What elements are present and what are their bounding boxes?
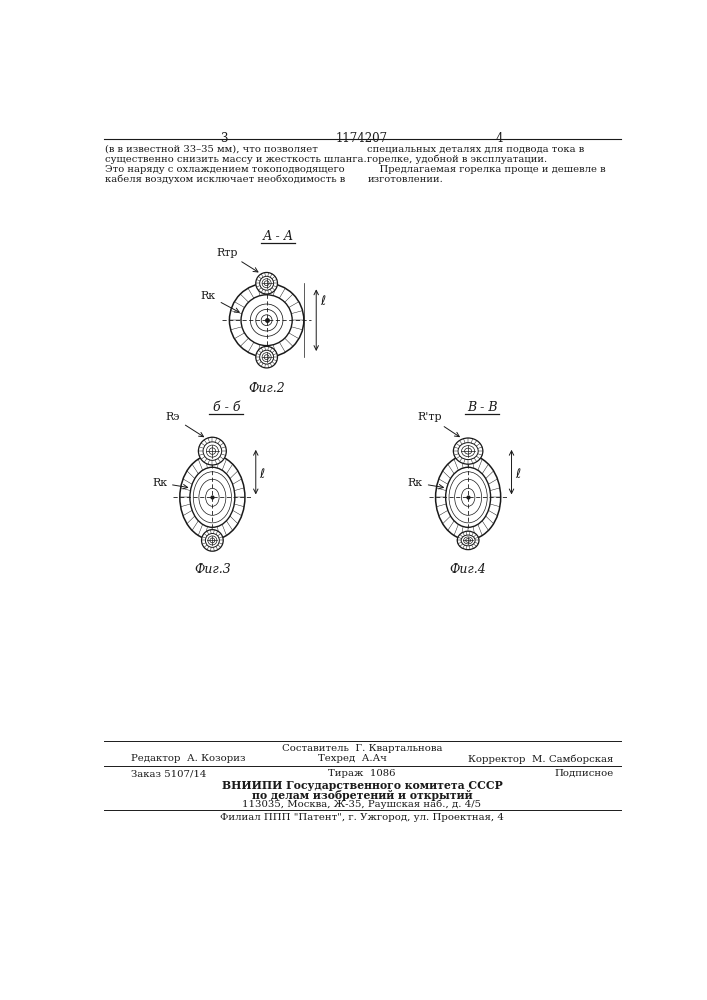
Text: В - В: В - В bbox=[467, 401, 497, 414]
Ellipse shape bbox=[445, 467, 491, 527]
Circle shape bbox=[241, 295, 292, 346]
Circle shape bbox=[256, 272, 277, 294]
Text: Техред  А.Ач: Техред А.Ач bbox=[317, 754, 387, 763]
Ellipse shape bbox=[453, 438, 483, 464]
Text: по делам изобретений и открытий: по делам изобретений и открытий bbox=[252, 790, 472, 801]
Circle shape bbox=[259, 350, 274, 364]
Text: Предлагаемая горелка проще и дешевле в: Предлагаемая горелка проще и дешевле в bbox=[368, 165, 606, 174]
Text: изготовлении.: изготовлении. bbox=[368, 175, 443, 184]
Circle shape bbox=[256, 346, 277, 368]
Text: Фиг.2: Фиг.2 bbox=[248, 382, 285, 395]
Circle shape bbox=[199, 437, 226, 465]
Circle shape bbox=[206, 533, 219, 547]
Text: ВНИИПИ Государственного комитета СССР: ВНИИПИ Государственного комитета СССР bbox=[221, 780, 503, 791]
Text: 4: 4 bbox=[496, 132, 503, 145]
Text: Rэ: Rэ bbox=[166, 412, 204, 437]
Text: горелке, удобной в эксплуатации.: горелке, удобной в эксплуатации. bbox=[368, 155, 547, 164]
Circle shape bbox=[259, 276, 274, 290]
Ellipse shape bbox=[458, 443, 478, 460]
Text: Rк: Rк bbox=[408, 478, 443, 489]
Text: Корректор  М. Самборская: Корректор М. Самборская bbox=[468, 754, 614, 764]
Ellipse shape bbox=[190, 467, 235, 527]
Text: б - б: б - б bbox=[213, 401, 240, 414]
Text: Rк: Rк bbox=[201, 291, 239, 312]
Ellipse shape bbox=[461, 535, 475, 546]
Text: специальных деталях для подвода тока в: специальных деталях для подвода тока в bbox=[368, 145, 585, 154]
Text: 113035, Москва, Ж-35, Раушская наб., д. 4/5: 113035, Москва, Ж-35, Раушская наб., д. … bbox=[243, 800, 481, 809]
Text: А - А: А - А bbox=[262, 230, 294, 243]
Text: Rтр: Rтр bbox=[216, 248, 258, 272]
Text: (в в известной 33–35 мм), что позволяет: (в в известной 33–35 мм), что позволяет bbox=[105, 145, 318, 154]
Text: Фиг.3: Фиг.3 bbox=[194, 563, 230, 576]
Ellipse shape bbox=[436, 455, 501, 540]
Text: кабеля воздухом исключает необходимость в: кабеля воздухом исключает необходимость … bbox=[105, 175, 346, 184]
Ellipse shape bbox=[180, 455, 245, 540]
Text: ℓ: ℓ bbox=[259, 468, 265, 481]
Ellipse shape bbox=[457, 531, 479, 550]
Text: Фиг.4: Фиг.4 bbox=[450, 563, 486, 576]
Circle shape bbox=[201, 530, 223, 551]
Text: Редактор  А. Козориз: Редактор А. Козориз bbox=[131, 754, 245, 763]
Text: Тираж  1086: Тираж 1086 bbox=[328, 769, 396, 778]
Text: ℓ: ℓ bbox=[515, 468, 520, 481]
Text: 1174207: 1174207 bbox=[336, 132, 388, 145]
Text: Заказ 5107/14: Заказ 5107/14 bbox=[131, 769, 206, 778]
Text: существенно снизить массу и жесткость шланга.: существенно снизить массу и жесткость шл… bbox=[105, 155, 367, 164]
Circle shape bbox=[230, 283, 304, 357]
Text: Это наряду с охлаждением токоподводящего: Это наряду с охлаждением токоподводящего bbox=[105, 165, 345, 174]
Text: Составитель  Г. Квартальнова: Составитель Г. Квартальнова bbox=[281, 744, 442, 753]
Text: 3: 3 bbox=[221, 132, 228, 145]
Text: Филиал ППП "Патент", г. Ужгород, ул. Проектная, 4: Филиал ППП "Патент", г. Ужгород, ул. Про… bbox=[220, 813, 504, 822]
Text: Подписное: Подписное bbox=[555, 769, 614, 778]
Text: Rк: Rк bbox=[152, 478, 187, 489]
Text: ℓ: ℓ bbox=[320, 295, 325, 308]
Circle shape bbox=[203, 442, 222, 460]
Text: R'тр: R'тр bbox=[418, 412, 460, 437]
